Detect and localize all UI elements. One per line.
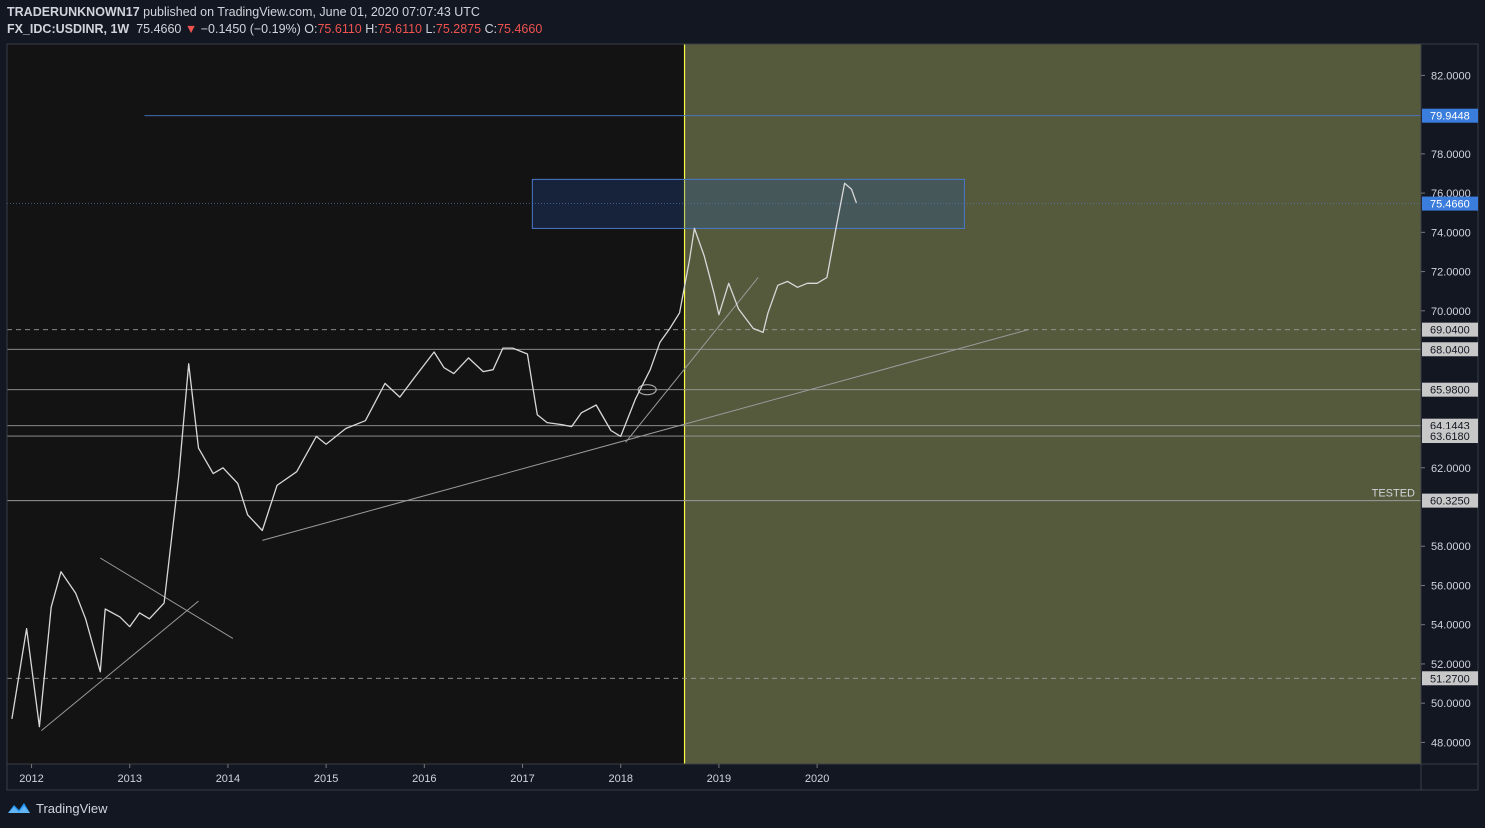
price-tag: [1422, 429, 1478, 444]
x-tick-label: 2018: [608, 773, 632, 785]
price-tag: [1422, 108, 1478, 123]
price-tag: [1422, 322, 1478, 337]
series-layer: [11, 182, 858, 728]
price-tag-label: 68.0400: [1430, 344, 1470, 356]
open-label: O:: [304, 22, 318, 36]
y-tick-label: 72.0000: [1431, 267, 1471, 279]
price-change: −0.1450 (−0.19%): [200, 22, 301, 36]
price-tag: [1422, 196, 1478, 211]
trendline: [262, 329, 1029, 541]
y-tick-label: 50.0000: [1431, 698, 1471, 710]
close-value: 75.4660: [497, 22, 543, 36]
price-series-line: [11, 182, 858, 728]
trendline: [625, 277, 759, 443]
price-tag-label: 63.6180: [1430, 431, 1470, 443]
x-tick-label: 2019: [707, 773, 731, 785]
chart-header: TRADERUNKNOWN17 published on TradingView…: [7, 4, 542, 38]
y-tick-label: 74.0000: [1431, 227, 1471, 239]
y-tick-label: 62.0000: [1431, 463, 1471, 475]
price-tag: [1422, 671, 1478, 686]
y-tick-label: 48.0000: [1431, 737, 1471, 749]
close-label: C:: [484, 22, 498, 36]
open-value: 75.6110: [317, 22, 362, 36]
y-tick-label: 70.0000: [1431, 306, 1471, 318]
y-tick-label: 54.0000: [1431, 620, 1471, 632]
chart-frame: [6, 43, 1479, 791]
price-tag-label: 65.9800: [1430, 385, 1470, 397]
x-tick-label: 2020: [805, 773, 829, 785]
trendline: [41, 600, 199, 732]
price-tag: [1422, 342, 1478, 357]
low-label: L:: [425, 22, 436, 36]
price-tag-label: 51.2700: [1430, 673, 1470, 685]
low-value: 75.2875: [435, 22, 482, 36]
trendline: [100, 557, 234, 639]
y-tick-label: 52.0000: [1431, 659, 1471, 671]
trendlines-layer: [41, 277, 1029, 732]
price-tag-label: 60.3250: [1430, 496, 1470, 508]
y-tick-label: 56.0000: [1431, 580, 1471, 592]
price-tag: [1422, 493, 1478, 508]
publish-line: TRADERUNKNOWN17 published on TradingView…: [7, 4, 542, 21]
x-tick-label: 2013: [118, 773, 142, 785]
price-tag-label: 69.0400: [1430, 325, 1470, 337]
x-tick-label: 2016: [412, 773, 436, 785]
tradingview-logo-icon: [8, 803, 30, 813]
price-tag: [1422, 382, 1478, 397]
x-tick-label: 2012: [19, 773, 43, 785]
highlight-zone: [684, 44, 1421, 764]
symbol-label[interactable]: FX_IDC:USDINR, 1W: [7, 22, 130, 36]
high-value: 75.6110: [377, 22, 422, 36]
publisher-name[interactable]: TRADERUNKNOWN17: [7, 5, 140, 19]
price-tag-label: 79.9448: [1430, 111, 1470, 123]
x-tick-label: 2017: [510, 773, 534, 785]
high-label: H:: [365, 22, 378, 36]
y-tick-label: 82.0000: [1431, 70, 1471, 82]
published-text: published on TradingView.com, June 01, 2…: [143, 5, 480, 19]
brand-name[interactable]: TradingView: [36, 800, 108, 816]
axes-layer: 82.000078.000076.000074.000072.000070.00…: [6, 43, 1479, 791]
last-price: 75.4660: [136, 22, 182, 36]
x-tick-label: 2014: [216, 773, 240, 785]
x-tick-label: 2015: [314, 773, 338, 785]
down-arrow-icon: ▼: [184, 22, 198, 36]
footer-branding: TradingView: [7, 800, 108, 816]
price-tag-label: 75.4660: [1430, 199, 1470, 211]
y-tick-label: 78.0000: [1431, 149, 1471, 161]
annotation-label: TESTED: [1372, 488, 1415, 500]
y-tick-label: 58.0000: [1431, 541, 1471, 553]
highlight-ellipse: [637, 384, 657, 396]
ohlc-line: FX_IDC:USDINR, 1W 75.4660 ▼ −0.1450 (−0.…: [7, 21, 542, 38]
price-tags-layer: 79.944875.466069.040068.040065.980064.14…: [1422, 108, 1478, 686]
